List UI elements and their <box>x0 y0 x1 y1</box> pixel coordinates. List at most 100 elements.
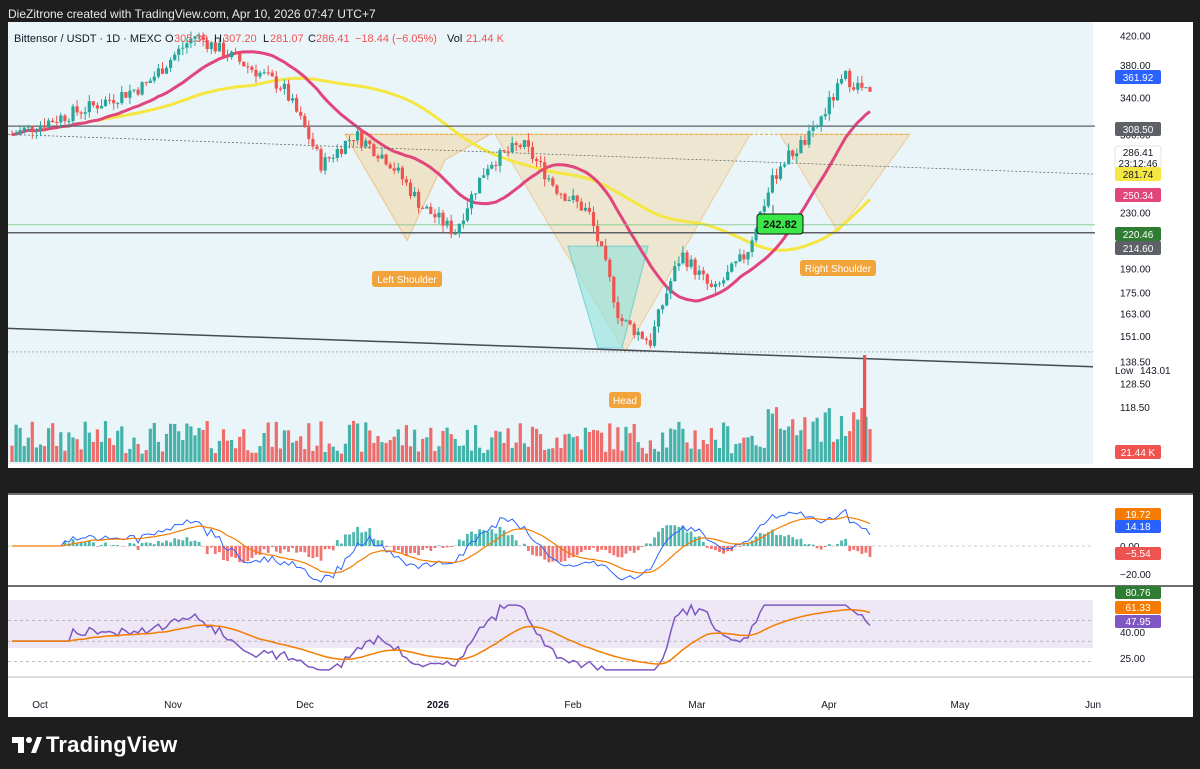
dotted-trend-line <box>7 133 1094 175</box>
volume-bar <box>750 435 754 462</box>
volume-bar <box>827 408 831 462</box>
volume-bar <box>559 447 563 462</box>
candle-body <box>600 241 604 246</box>
macd-hist-bar <box>437 545 441 546</box>
macd-hist-bar <box>335 540 339 546</box>
candle-body <box>169 60 173 68</box>
candle-body <box>778 166 783 179</box>
macd-hist-bar <box>449 546 453 547</box>
candle-body <box>445 220 449 226</box>
macd-hist-bar <box>673 525 677 546</box>
macd-hist-bar <box>409 546 412 554</box>
macd-hist-bar <box>213 546 217 554</box>
target-badge: 242.82 <box>756 205 804 235</box>
volume-bar <box>225 440 230 462</box>
candle-body <box>413 191 417 196</box>
volume-bar <box>242 429 246 462</box>
volume-bar <box>193 435 197 462</box>
volume-bar <box>457 445 461 462</box>
macd-hist-bar <box>596 546 599 552</box>
volume-bar <box>807 449 811 462</box>
candle-body <box>388 164 392 169</box>
volume-bar <box>221 429 226 462</box>
svg-text:47.95: 47.95 <box>1125 617 1150 628</box>
volume-bar <box>762 447 766 462</box>
macd-hist-bar <box>429 546 433 551</box>
volume-bar <box>148 428 152 462</box>
macd-hist-bar <box>714 546 717 551</box>
candle-body <box>722 280 726 284</box>
macd-hist-bar <box>323 546 327 550</box>
volume-bar <box>307 423 311 462</box>
candle-body <box>116 103 120 105</box>
time-axis-bg <box>8 677 1193 717</box>
volume-bar <box>848 431 852 462</box>
volume-bar <box>449 434 453 462</box>
macd-hist-bar <box>152 544 156 546</box>
candle-body <box>152 76 156 81</box>
macd-hist-bar <box>539 546 542 557</box>
macd-hist-bar <box>844 538 847 546</box>
time-label-1: Nov <box>164 700 182 711</box>
macd-hist-bar <box>543 546 547 560</box>
volume-bar <box>91 441 95 462</box>
candle-body <box>368 140 372 145</box>
candle-body <box>51 120 55 123</box>
macd-hist-bar <box>677 527 681 546</box>
candle-body <box>307 127 311 139</box>
macd-hist-bar <box>616 546 620 558</box>
macd-hist-bar <box>270 546 274 548</box>
volume-bar <box>364 422 368 462</box>
volume-bar <box>563 434 567 462</box>
macd-hist-bar <box>710 546 713 549</box>
candle-body <box>193 36 197 39</box>
volume-bar <box>339 453 343 462</box>
candle-body <box>648 340 652 346</box>
macd-layer <box>8 508 1093 583</box>
candle-body <box>535 159 539 161</box>
candle-body <box>404 179 408 183</box>
candle-body <box>55 122 59 123</box>
volume-bar <box>543 450 547 462</box>
macd-hist-bar <box>364 531 368 546</box>
volume-bar <box>262 433 266 462</box>
macd-hist-bar <box>502 530 506 546</box>
candle-body <box>217 42 221 52</box>
macd-hist-bar <box>425 546 429 549</box>
volume-bar <box>164 433 169 462</box>
candle-body <box>547 178 551 180</box>
volume-bar <box>156 441 160 462</box>
macd-hist-bar <box>734 546 738 547</box>
volume-bar <box>734 444 738 462</box>
macd-hist-bar <box>185 537 189 546</box>
candle-body <box>209 42 213 49</box>
candle-body <box>811 127 815 131</box>
volume-bar <box>34 447 38 462</box>
macd-hist-bar <box>531 546 534 555</box>
candle-body <box>339 149 343 154</box>
candle-body <box>665 293 669 306</box>
candle-body <box>827 97 831 115</box>
macd-hist-bar <box>209 546 213 548</box>
volume-bar <box>693 430 697 462</box>
macd-hist-bar <box>482 530 486 546</box>
candle-body <box>352 140 356 142</box>
candle-body <box>132 89 136 91</box>
volume-bar <box>596 430 600 462</box>
candle-body <box>693 259 697 275</box>
macd-hist-bar <box>620 546 624 558</box>
volume-bar <box>437 446 441 462</box>
candle-body <box>421 207 425 209</box>
macd-hist-bar <box>161 542 164 546</box>
candle-body <box>717 283 722 285</box>
candle-body <box>856 82 860 90</box>
volume-bar <box>661 432 665 462</box>
line-layer <box>7 50 1095 368</box>
legend-low-label: L <box>263 33 269 45</box>
candle-body <box>417 191 421 208</box>
candle-body <box>661 305 665 310</box>
macd-hist-bar <box>266 546 270 553</box>
macd-hist-bar <box>527 546 530 551</box>
volume-bar <box>518 423 522 462</box>
candle-body <box>742 254 746 260</box>
